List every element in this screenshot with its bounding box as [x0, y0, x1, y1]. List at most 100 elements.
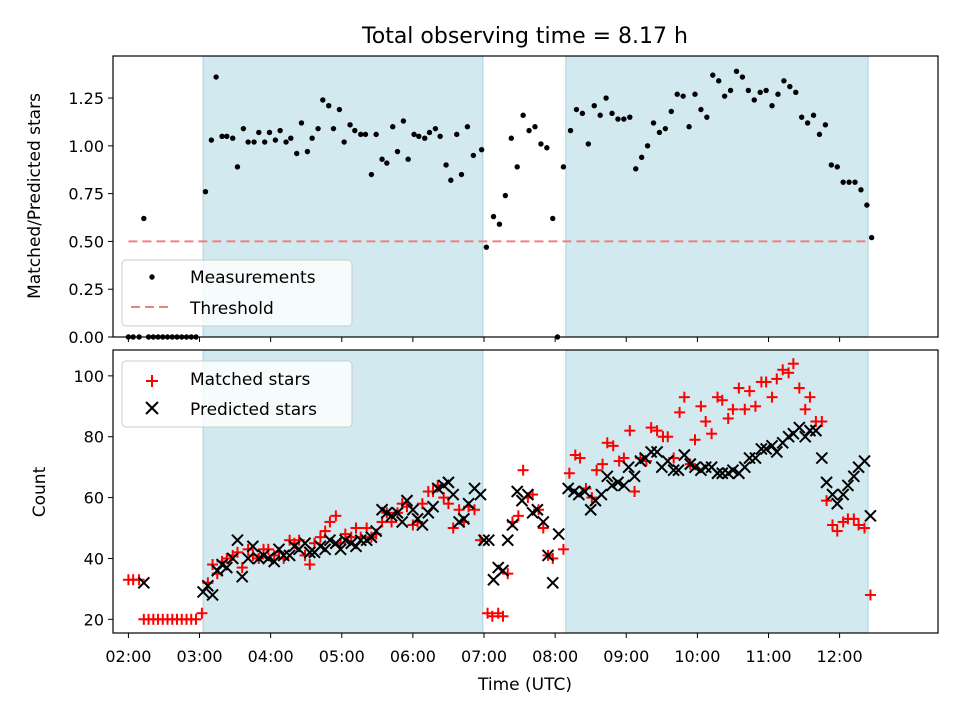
predicted-star-point — [303, 546, 316, 559]
matched-star-point — [497, 610, 509, 622]
matched-star-point — [324, 516, 336, 528]
top-plot-frame — [112, 55, 939, 338]
measurement-point — [609, 110, 615, 117]
measurement-point — [294, 150, 300, 157]
measurement-point — [810, 112, 817, 118]
measurement-point — [432, 125, 439, 132]
predicted-star-point — [385, 509, 398, 523]
bottom-legend: Matched stars Predicted stars — [121, 360, 353, 428]
matched-star-point — [744, 385, 756, 397]
measurement-point — [520, 112, 526, 118]
measurement-point — [266, 129, 273, 136]
matched-star-point — [330, 510, 342, 522]
matched-star-point — [502, 568, 514, 580]
predicted-star-point — [831, 497, 844, 510]
matched-star-point — [706, 428, 718, 440]
matched-star-point — [574, 452, 586, 464]
measurement-point — [864, 202, 870, 208]
legend-predicted-label: Predicted stars — [190, 400, 317, 420]
measurement-point — [358, 131, 364, 138]
matched-star-point — [848, 513, 860, 525]
measurement-point — [283, 139, 289, 145]
matched-star-point — [557, 543, 569, 555]
matched-star-point — [695, 400, 707, 412]
legend-threshold-label: Threshold — [189, 299, 274, 319]
measurement-point — [483, 244, 490, 250]
matched-star-point — [517, 464, 529, 476]
measurement-point — [638, 154, 645, 161]
matched-star-point — [739, 403, 751, 415]
xtick-label: 03:00 — [176, 647, 222, 666]
measurement-point — [822, 122, 829, 128]
top-ytick-label: 0.25 — [68, 280, 104, 299]
matched-star-point — [859, 522, 871, 534]
matched-star-point — [299, 549, 311, 561]
bot-ytick-label: 20 — [84, 610, 104, 629]
x-axis-label: Time (UTC) — [477, 675, 572, 695]
measurement-point — [852, 179, 858, 185]
bottom-panel: 20 40 60 80 100 02:00 03:00 04:00 05:00 06:00 07:… — [30, 349, 939, 695]
measurement-point — [362, 131, 369, 138]
matched-star-point — [190, 613, 202, 625]
matched-star-point — [777, 364, 789, 376]
matched-star-point — [700, 416, 712, 428]
measurement-point — [567, 127, 574, 134]
measurement-point — [692, 91, 698, 97]
matched-star-point — [242, 543, 254, 555]
xtick-label: 10:00 — [674, 647, 720, 666]
measurement-point — [240, 125, 247, 132]
matched-star-point — [486, 610, 498, 622]
predicted-star-point — [246, 540, 260, 553]
predicted-star-point — [572, 488, 586, 501]
predicted-star-point — [770, 445, 784, 459]
xtick-label: 02:00 — [105, 647, 151, 666]
predicted-star-point — [226, 552, 239, 565]
matched-star-point — [783, 367, 795, 379]
predicted-star-point — [726, 463, 740, 477]
matched-star-point — [771, 373, 783, 385]
measurement-point — [454, 131, 460, 138]
measurement-point — [490, 213, 497, 220]
measurement-point — [277, 127, 283, 134]
measurement-point — [757, 89, 763, 96]
measurement-point — [230, 135, 236, 141]
predicted-star-point — [546, 576, 559, 589]
xtick-label: 05:00 — [319, 647, 365, 666]
predicted-star-point — [749, 451, 762, 465]
measurement-point — [405, 156, 411, 162]
measurement-point — [213, 74, 219, 80]
predicted-star-point — [628, 470, 641, 483]
measurement-point — [858, 187, 864, 193]
matched-star-point — [831, 525, 843, 537]
predicted-star-point — [836, 488, 850, 501]
predicted-star-point — [510, 485, 524, 498]
predicted-star-point — [400, 494, 414, 507]
measurement-point — [828, 162, 835, 168]
measurement-point — [443, 162, 449, 168]
measurement-point — [208, 137, 215, 143]
bot-ytick-label: 60 — [84, 489, 104, 508]
matched-star-point — [339, 528, 351, 540]
xtick-label: 09:00 — [603, 647, 649, 666]
measurement-point — [368, 171, 375, 178]
measurement-point — [458, 171, 465, 178]
matched-star-point — [314, 531, 326, 543]
predicted-star-point — [206, 588, 219, 602]
measurement-point — [379, 156, 385, 162]
bot-shaded-interval-2 — [565, 349, 869, 634]
top-shaded-interval-2 — [565, 55, 869, 338]
measurement-point — [633, 166, 639, 172]
measurement-point — [650, 120, 657, 126]
predicted-star-point — [537, 515, 550, 529]
matched-star-point — [236, 562, 248, 574]
predicted-star-point — [521, 488, 535, 501]
measurement-point — [304, 148, 311, 155]
predicted-star-point — [496, 564, 510, 577]
measurement-point — [585, 141, 592, 147]
predicted-star-point — [858, 454, 871, 468]
matched-star-point — [624, 425, 636, 437]
measurement-point — [644, 143, 651, 149]
matched-star-point — [133, 574, 145, 586]
measurement-point — [751, 97, 757, 103]
